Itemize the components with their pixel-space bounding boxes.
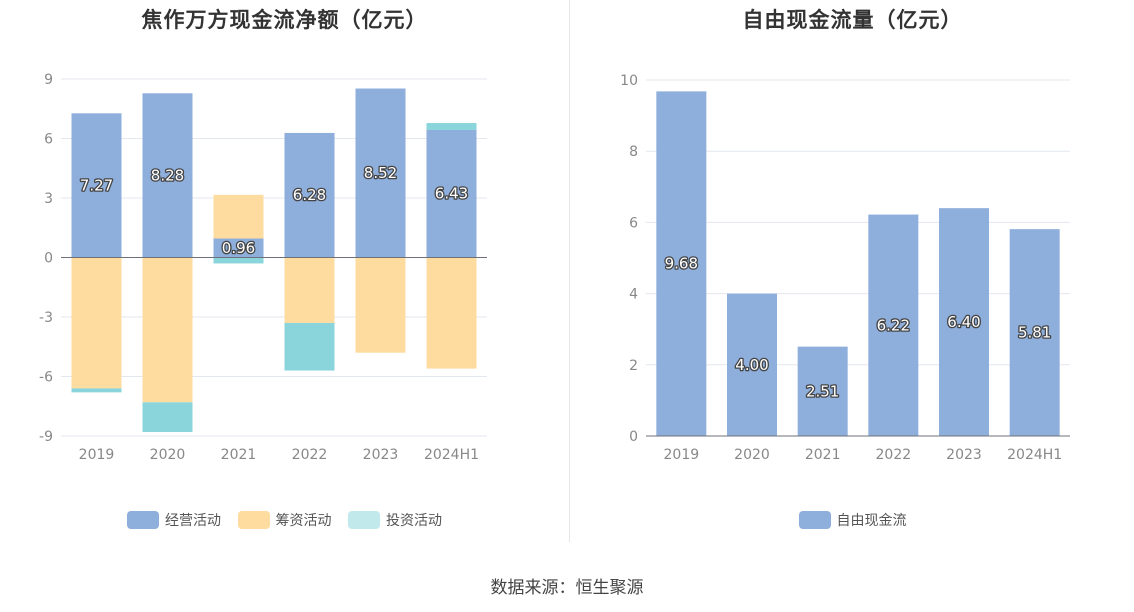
bar-1-2022 — [868, 214, 919, 436]
y-tick-label: 2 — [629, 358, 638, 374]
bar-2-2021 — [213, 194, 264, 239]
legend-swatch-investing — [347, 511, 380, 529]
x-tick-label: 2023 — [946, 447, 982, 463]
bar-3-2021 — [213, 257, 264, 264]
legend-label-financing: 筹资活动 — [275, 513, 332, 529]
bar-1-2020 — [727, 293, 777, 436]
bar-1-2019 — [656, 91, 707, 436]
legend-item-free-cash-flow[interactable]: 自由现金流 — [798, 510, 907, 530]
x-tick-label: 2021 — [805, 447, 841, 463]
bar-1-2021 — [797, 346, 848, 436]
data-label: 6.40 — [947, 313, 980, 331]
data-label: 7.27 — [80, 176, 113, 194]
legend-label-operating: 经营活动 — [165, 513, 222, 529]
x-tick-label: 2020 — [150, 447, 186, 463]
x-tick-label: 2024H1 — [1007, 447, 1062, 463]
data-label: 4.00 — [735, 356, 768, 374]
x-tick-label: 2024H1 — [424, 447, 479, 463]
chart-title-free-cash-flow: 自由现金流量（亿元） — [742, 8, 963, 32]
bar-1-2021 — [213, 238, 264, 258]
bar-3-2019 — [71, 388, 122, 393]
y-tick-label: 10 — [620, 73, 638, 89]
bar-3-2020 — [142, 402, 193, 433]
bar-1-2022 — [284, 132, 335, 258]
y-tick-label: 9 — [44, 72, 53, 88]
y-tick-label: 3 — [44, 191, 53, 207]
data-label: 6.43 — [435, 185, 468, 203]
y-tick-label: 6 — [44, 132, 53, 148]
legend-item-investing[interactable]: 投资活动 — [347, 510, 442, 530]
x-tick-label: 2022 — [876, 447, 912, 463]
bar-1-2019 — [71, 113, 122, 258]
free-cash-flow-plot: 10 8 6 4 2 0 9.68 4.00 2.51 6.22 6.40 5.81 2019 2020 2… — [620, 73, 1070, 463]
legend-item-financing[interactable]: 筹资活动 — [237, 510, 332, 530]
bar-1-2024H1 — [1009, 229, 1060, 436]
data-label: 9.68 — [665, 255, 698, 273]
bar-1-2023 — [939, 208, 989, 436]
data-label: 0.96 — [222, 239, 255, 257]
data-source-note: 数据来源：恒生聚源 — [490, 578, 644, 598]
y-tick-label: 4 — [629, 287, 638, 303]
y-tick-label: -3 — [39, 310, 53, 326]
legend-swatch-financing — [237, 511, 270, 529]
data-label: 6.22 — [877, 316, 910, 334]
legend-swatch-free-cash-flow — [798, 511, 831, 529]
x-tick-label: 2019 — [664, 447, 700, 463]
legend-label-free-cash-flow: 自由现金流 — [836, 513, 907, 529]
cash-flow-net-chart: 焦作万方现金流净额（亿元） 9 6 3 0 -3 -6 -9 7.27 8.28 0.96 6.28… — [0, 0, 569, 545]
legend-free-cash-flow: 自由现金流 — [571, 510, 1134, 533]
legend-item-operating[interactable]: 经营活动 — [127, 510, 221, 530]
x-tick-label: 2023 — [363, 447, 399, 463]
legend-cash-flow-net: 经营活动 筹资活动 投资活动 — [0, 510, 569, 533]
legend-label-investing: 投资活动 — [385, 513, 442, 529]
bar-1-2023 — [355, 88, 406, 258]
x-tick-label: 2019 — [79, 447, 115, 463]
y-tick-label: 6 — [629, 215, 638, 231]
legend-swatch-operating — [127, 511, 160, 529]
free-cash-flow-chart: 自由现金流量（亿元） 10 8 6 4 2 0 9.68 4.00 2.51 6.22 6.40 5.… — [571, 0, 1134, 545]
bar-2-2023 — [355, 257, 406, 353]
y-tick-label: 0 — [629, 429, 638, 445]
bar-2-2024H1 — [426, 257, 477, 369]
data-label: 6.28 — [293, 186, 326, 204]
data-label: 5.81 — [1018, 324, 1051, 342]
y-tick-label: 8 — [629, 144, 638, 160]
y-tick-label: 0 — [44, 251, 53, 267]
y-tick-label: -6 — [39, 370, 53, 386]
x-tick-label: 2021 — [221, 447, 257, 463]
data-label: 2.51 — [806, 382, 839, 400]
y-tick-label: -9 — [39, 429, 53, 445]
x-tick-label: 2022 — [292, 447, 328, 463]
panel-divider — [569, 0, 570, 542]
bar-1-2024H1 — [426, 129, 477, 258]
bar-2-2019 — [71, 257, 122, 389]
chart-title-cash-flow-net: 焦作万方现金流净额（亿元） — [141, 8, 428, 32]
data-label: 8.28 — [151, 166, 184, 184]
bar-2-2022 — [284, 257, 335, 323]
bar-3-2024H1 — [426, 123, 477, 130]
bar-1-2020 — [142, 93, 193, 258]
bar-2-2020 — [142, 257, 193, 403]
cash-flow-net-plot: 9 6 3 0 -3 -6 -9 7.27 8.28 0.96 6.28 8.52 6.43 2019 20… — [39, 72, 487, 463]
x-tick-label: 2020 — [734, 447, 770, 463]
bar-3-2022 — [284, 322, 335, 371]
data-label: 8.52 — [364, 164, 397, 182]
